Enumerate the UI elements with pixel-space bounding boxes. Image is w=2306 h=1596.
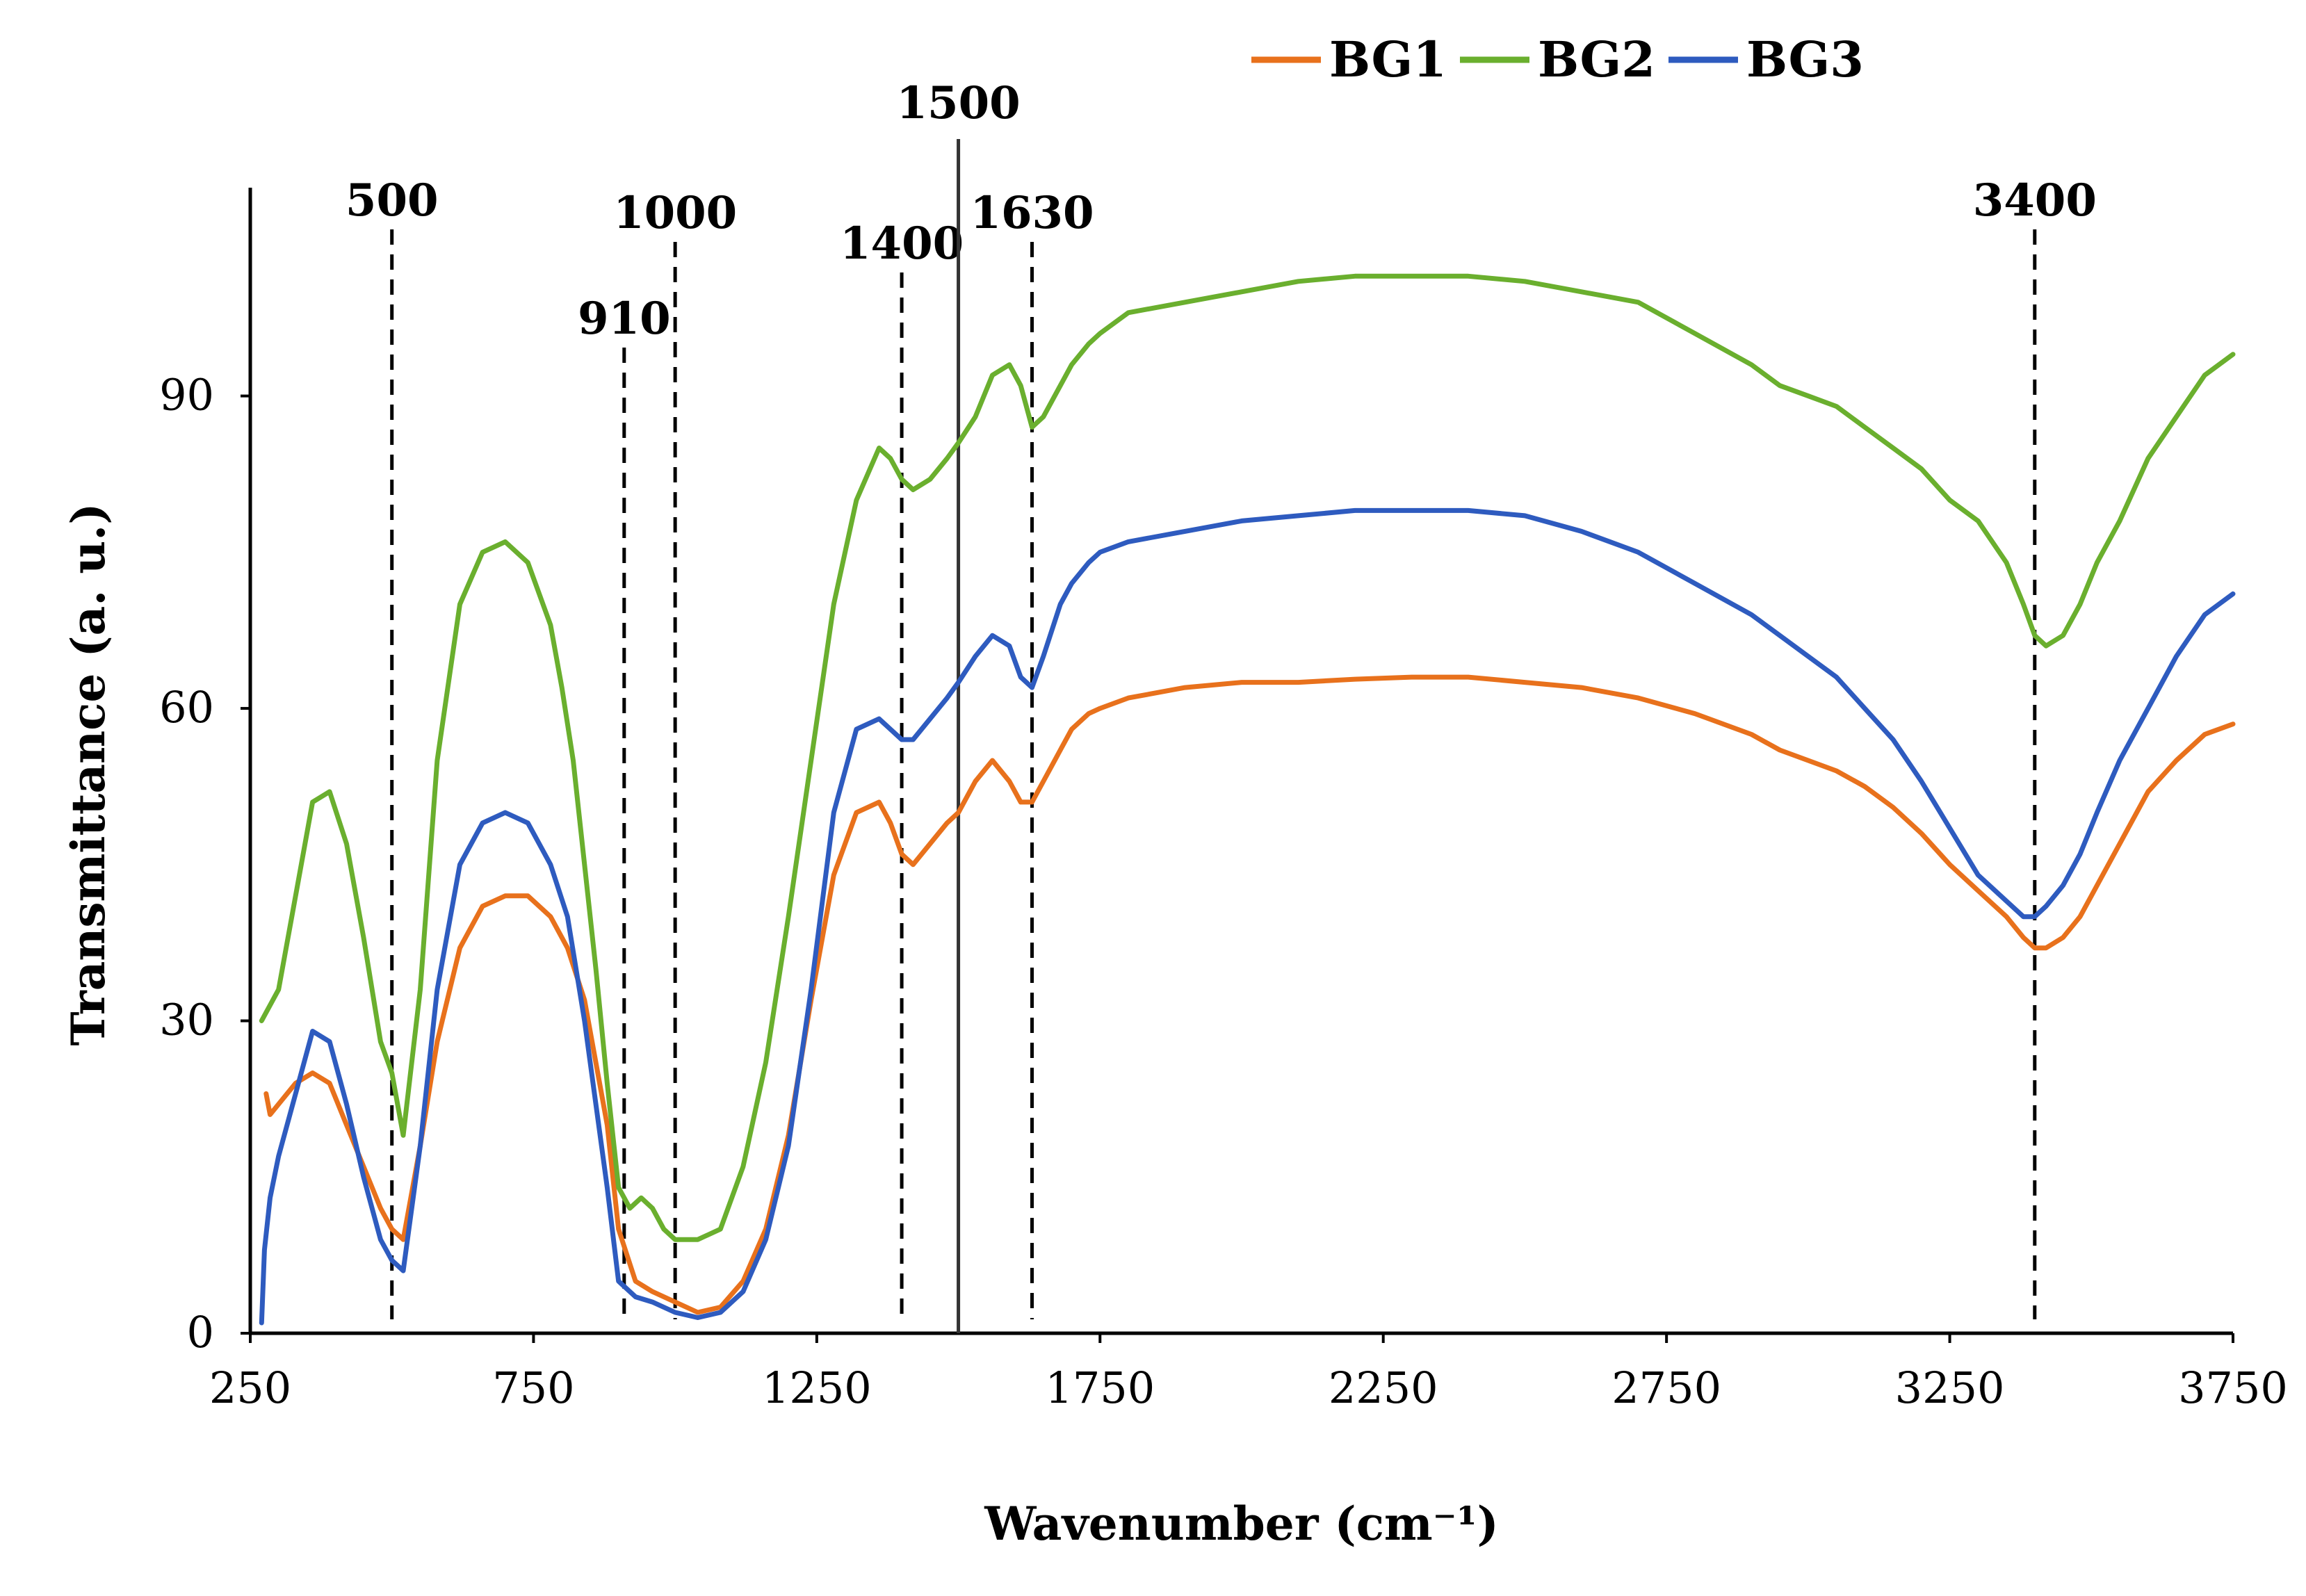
series-line-BG3 (259, 507, 2236, 1326)
peak-label-500: 500 (346, 174, 439, 227)
peak-label-1630: 1630 (970, 187, 1094, 239)
x-tick-label: 3750 (2178, 1362, 2288, 1413)
x-tick-label: 1250 (762, 1362, 872, 1413)
x-tick-label: 250 (209, 1362, 291, 1413)
x-tick-label: 2750 (1611, 1362, 1721, 1413)
series-lines (259, 273, 2236, 1326)
series-line-BG2 (259, 273, 2236, 1242)
y-tick-label: 0 (187, 1307, 214, 1358)
legend-label-BG1: BG1 (1329, 31, 1447, 88)
y-tick-label: 60 (159, 682, 214, 733)
y-axis-title: Transmittance (a. u.) (61, 503, 115, 1046)
legend-label-BG2: BG2 (1538, 31, 1655, 88)
x-tick-group: 250 750 1250 1750 2250 2750 3250 3750 (209, 1333, 2288, 1413)
y-tick-group: 0 30 60 90 (159, 370, 250, 1358)
y-tick-label: 30 (159, 995, 214, 1045)
legend-label-BG3: BG3 (1746, 31, 1864, 88)
peak-label-3400: 3400 (1973, 174, 2097, 227)
peak-label-910: 910 (578, 293, 671, 345)
peak-label-1400: 1400 (840, 218, 964, 270)
peak-label-1500: 1500 (897, 77, 1021, 129)
x-tick-label: 1750 (1045, 1362, 1155, 1413)
x-tick-label: 2250 (1329, 1362, 1438, 1413)
series-line-BG1 (263, 674, 2236, 1315)
x-tick-label: 3250 (1895, 1362, 2005, 1413)
y-tick-label: 90 (159, 370, 214, 421)
axes: 250 750 1250 1750 2250 2750 3250 3750 0 30 60 90 (159, 188, 2288, 1413)
peak-lines: 500 910 1000 1400 1500 1630 3400 (346, 77, 2097, 1333)
legend: BG1 BG2 BG3 (1251, 31, 1864, 88)
x-axis-title: Wavenumber (cm⁻¹) (984, 1497, 1498, 1551)
peak-label-1000: 1000 (613, 187, 737, 239)
x-tick-label: 750 (492, 1362, 574, 1413)
